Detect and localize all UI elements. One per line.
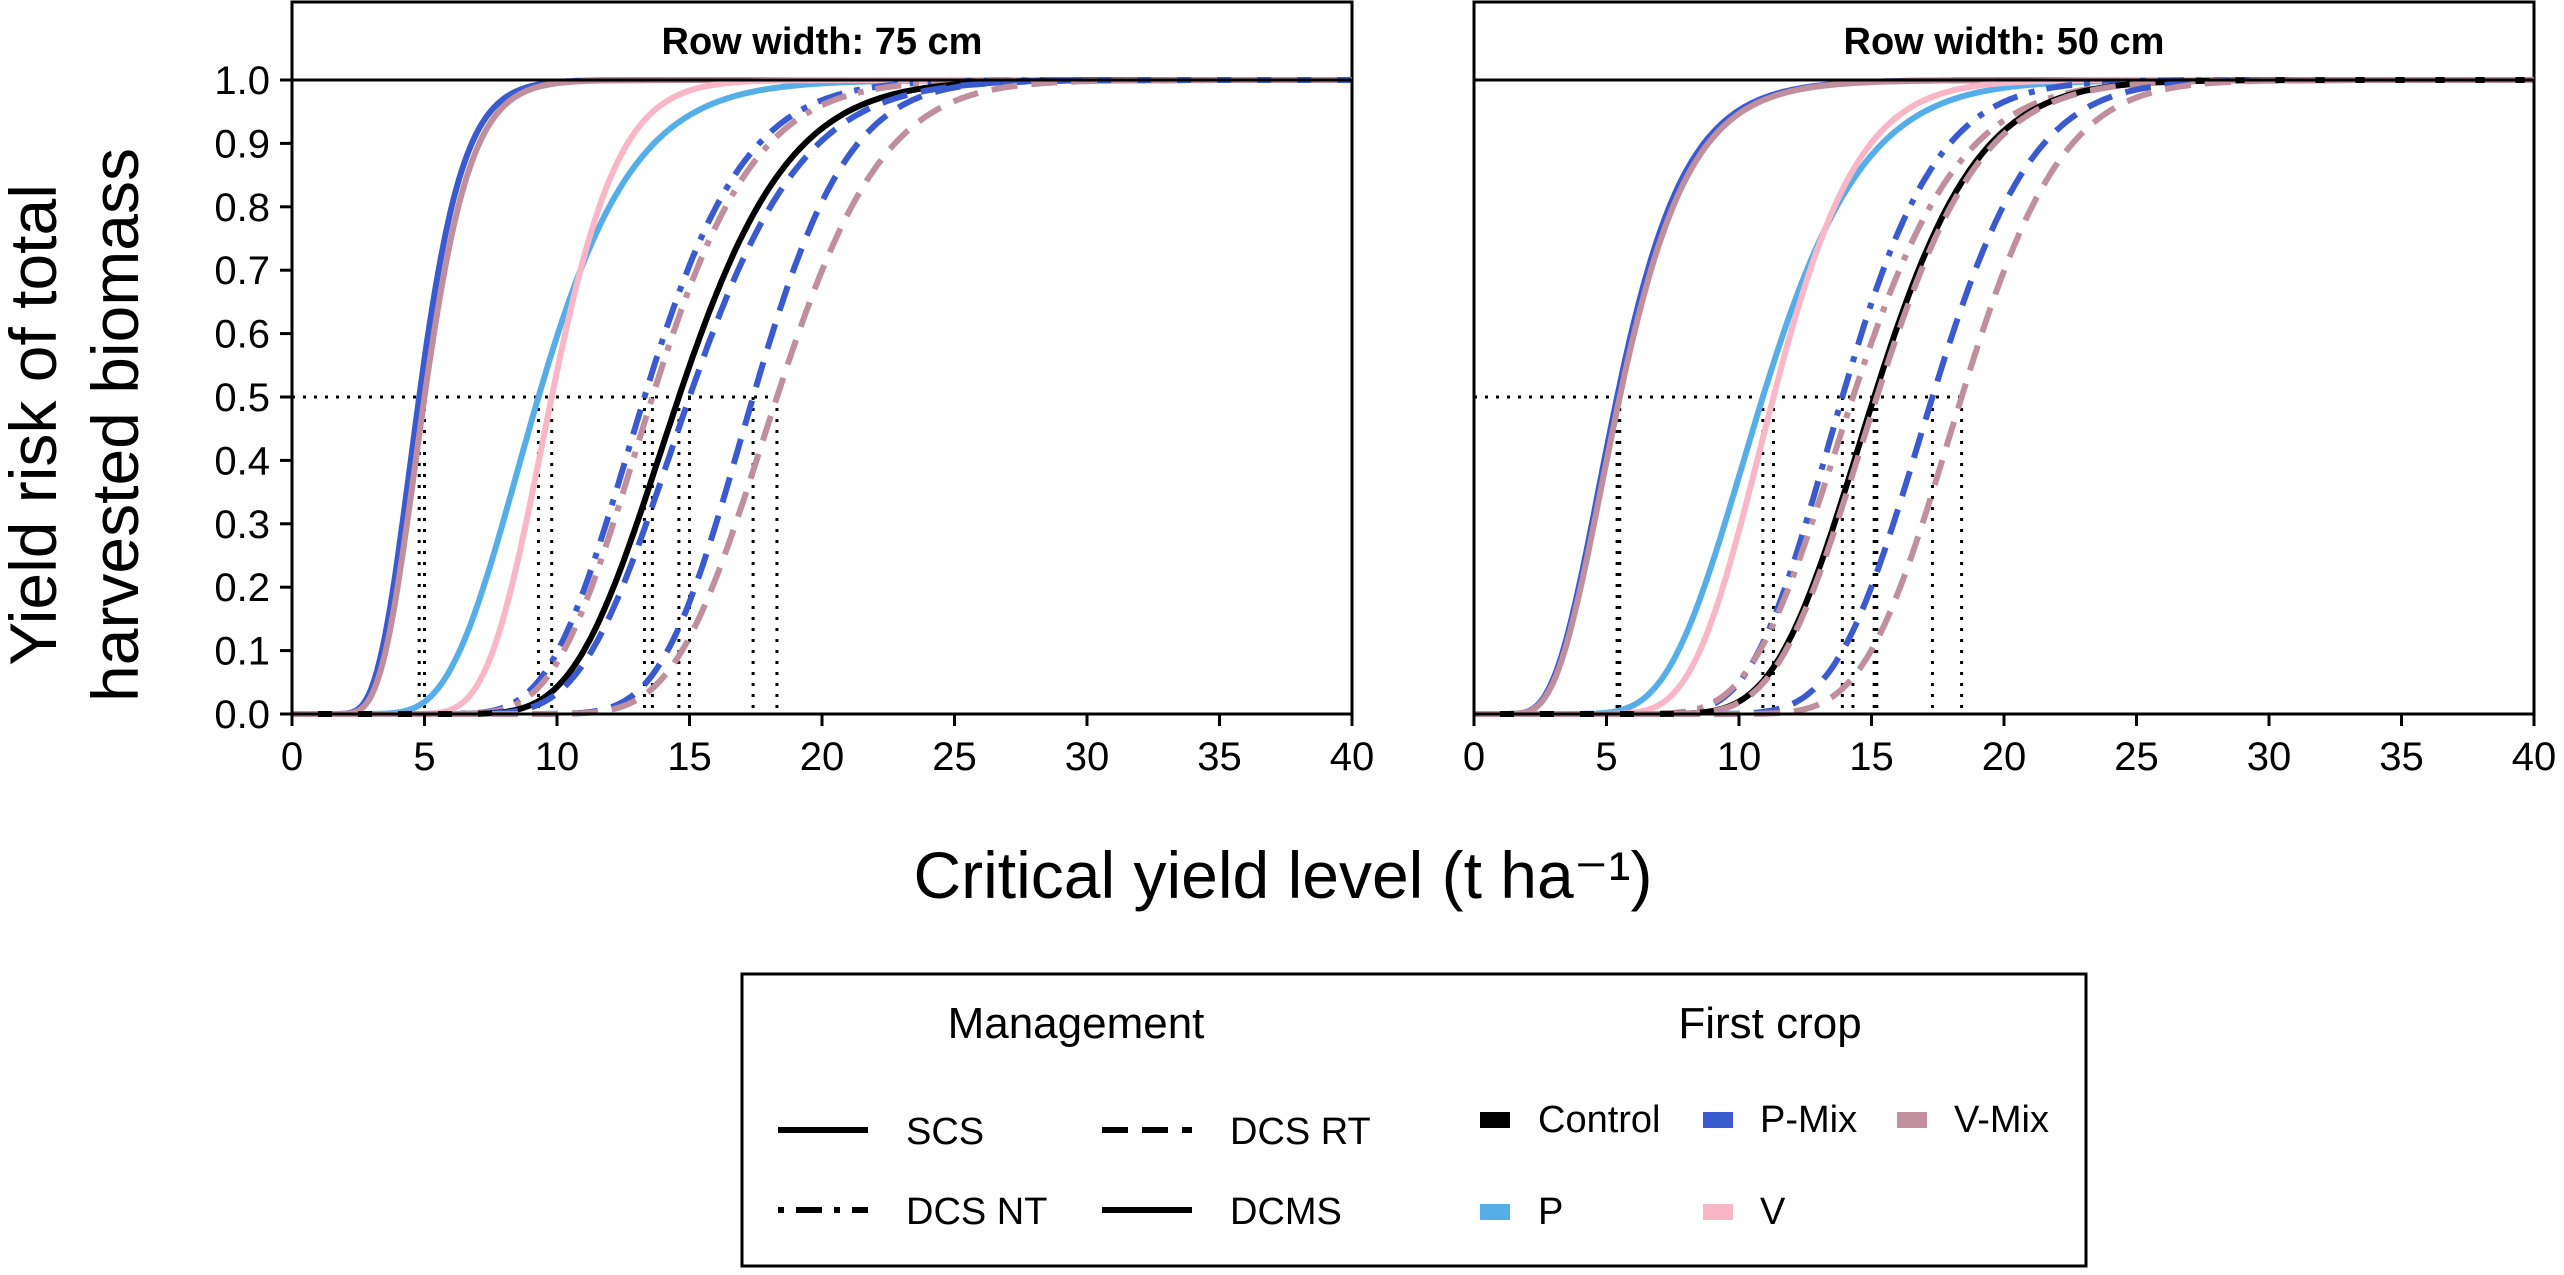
x-tick-label-1-40: 40 (1330, 735, 1375, 779)
x-tick-label-2-10: 10 (1717, 735, 1762, 779)
panel-1: Row width: 75 cm 0 5 10 15 20 25 30 35 40 0.0 0.1 0.… (214, 0, 1375, 779)
x-tick-label-1-30: 30 (1065, 735, 1110, 779)
legend-label-dcs-nt: DCS NT (906, 1191, 1047, 1233)
y-tick-label-1.0: 1.0 (214, 59, 270, 103)
x-tick-label-1-15: 15 (667, 735, 712, 779)
legend-swatch-v (1703, 1204, 1733, 1220)
y-tick-label-0.7: 0.7 (214, 249, 270, 293)
x-tick-label-2-35: 35 (2379, 735, 2424, 779)
legend-label-dcs-rt: DCS RT (1230, 1111, 1371, 1153)
strip-label-2: Row width: 50 cm (1844, 21, 2165, 63)
legend-label-control: Control (1538, 1099, 1661, 1141)
legend-label-scs: SCS (906, 1111, 984, 1153)
panel-2: Row width: 50 cm 0 5 10 15 20 25 30 35 40 (1463, 0, 2557, 779)
y-tick-label-0.9: 0.9 (214, 122, 270, 166)
legend-label-v-mix: V-Mix (1954, 1099, 2049, 1141)
legend-swatch-p-mix (1703, 1112, 1733, 1128)
strip-box-1 (290, 0, 1354, 82)
x-tick-label-2-5: 5 (1595, 735, 1617, 779)
y-tick-label-0.5: 0.5 (214, 376, 270, 420)
x-tick-label-2-30: 30 (2247, 735, 2292, 779)
legend-box (740, 972, 2088, 1268)
x-tick-label-1-10: 10 (535, 735, 580, 779)
legend-label-p-mix: P-Mix (1760, 1099, 1857, 1141)
y-axis-title-line-1: Yield risk of total (0, 184, 70, 666)
legend-management-title: Management (948, 999, 1205, 1048)
strip-label-1: Row width: 75 cm (662, 21, 983, 63)
strip-box-2 (1472, 0, 2536, 82)
x-tick-label-1-0: 0 (281, 735, 303, 779)
x-tick-label-1-20: 20 (800, 735, 845, 779)
y-axis-title-line-2: harvested biomass (78, 148, 152, 702)
x-axis-title: Critical yield level (t ha⁻¹) (913, 838, 1652, 912)
y-tick-label-0.6: 0.6 (214, 313, 270, 357)
legend-label-p: P (1538, 1191, 1563, 1233)
y-tick-label-0.3: 0.3 (214, 503, 270, 547)
legend-first-crop-title: First crop (1678, 999, 1861, 1048)
x-tick-label-1-5: 5 (413, 735, 435, 779)
y-tick-label-0.1: 0.1 (214, 630, 270, 674)
legend-label-v: V (1760, 1191, 1786, 1233)
x-tick-label-2-20: 20 (1982, 735, 2027, 779)
y-tick-label-0.2: 0.2 (214, 566, 270, 610)
x-tick-label-1-25: 25 (932, 735, 977, 779)
y-tick-label-0.4: 0.4 (214, 439, 270, 483)
legend-swatch-v-mix (1897, 1112, 1927, 1128)
x-tick-label-2-25: 25 (2114, 735, 2159, 779)
x-tick-label-1-35: 35 (1197, 735, 1242, 779)
x-tick-label-2-0: 0 (1463, 735, 1485, 779)
series-line-p-mix-dcs-nt-2 (1473, 77, 2535, 717)
x-tick-label-2-40: 40 (2512, 735, 2557, 779)
legend-label-dcms: DCMS (1230, 1191, 1342, 1233)
legend: Management First crop SCS DCS RT DCS NT … (740, 972, 2088, 1268)
legend-swatch-p (1480, 1204, 1510, 1220)
y-tick-label-0.0: 0.0 (214, 693, 270, 737)
x-tick-label-2-15: 15 (1849, 735, 1894, 779)
legend-swatch-control (1480, 1112, 1510, 1128)
y-tick-label-0.8: 0.8 (214, 186, 270, 230)
